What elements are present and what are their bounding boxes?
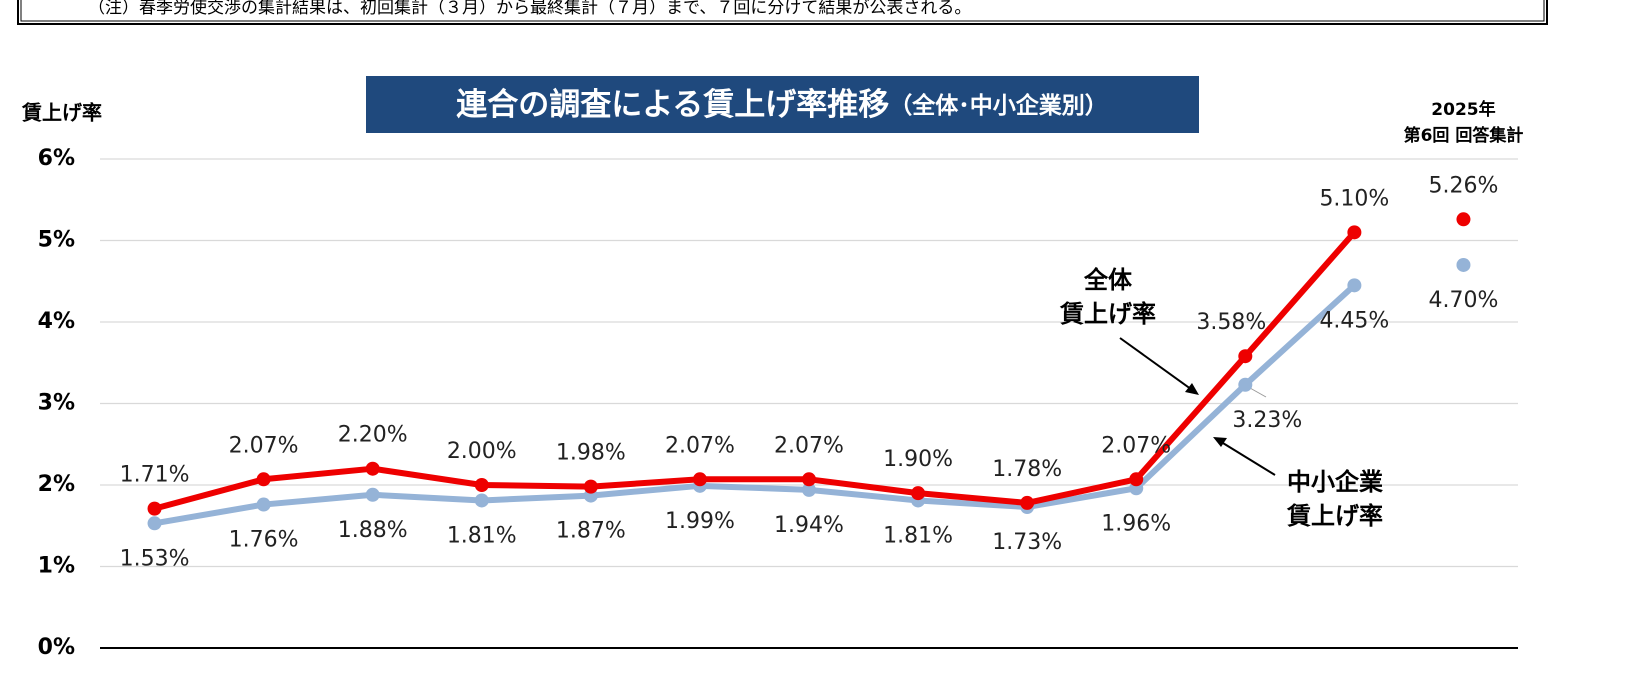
note-box-inner [20,0,1545,22]
y-tick-label: 3% [38,391,75,416]
point [256,472,271,487]
data-label: 1.73% [992,530,1062,555]
series-line [153,230,1357,512]
data-label: 2.07% [774,433,844,458]
data-label: 3.58% [1196,310,1266,335]
arrow [1217,439,1276,476]
note-box [17,0,1548,25]
point [1238,349,1253,364]
data-label: 1.71% [120,463,190,488]
data-label: 1.94% [774,513,844,538]
point [1347,278,1362,293]
point [1456,257,1471,272]
data-label: 5.26% [1429,173,1499,198]
series-line [154,283,1357,527]
point [474,493,489,508]
y-tick-label: 2% [38,472,75,497]
series-label: 中小企業 賃上げ率 [1287,468,1383,530]
data-label: 1.87% [556,519,626,544]
data-label: 4.70% [1429,288,1499,313]
point [474,478,489,492]
point [365,461,380,476]
data-label: 1.90% [883,447,953,472]
y-tick-label: 6% [38,146,75,171]
arrow-head [1213,437,1227,447]
y-axis-label: 賃上げ率 [21,101,102,125]
leader-line [1249,387,1267,398]
data-label: 1.96% [1101,511,1171,536]
point [1456,212,1471,227]
subtitle-text: （全体･中小企業別） [889,92,1108,119]
y-tick-label: 5% [38,228,75,253]
point [692,472,707,487]
data-label: 2.07% [665,433,735,458]
data-label: 1.76% [229,528,299,553]
chart-title: 連合の調査による賃上げ率推移（全体･中小企業別） [456,87,1108,123]
point [256,497,271,512]
data-label: 2.07% [229,433,299,458]
data-label: 1.81% [883,523,953,548]
data-label: 2.07% [1101,433,1171,458]
point [147,516,162,531]
point [365,487,380,502]
title-box [366,76,1199,133]
data-label: 1.81% [447,523,517,548]
point [1129,472,1144,487]
series-label: 全体 賃上げ率 [1060,266,1156,328]
data-label: 5.10% [1319,186,1389,211]
y-tick-label: 0% [38,635,75,660]
arrow-head [1185,383,1199,395]
data-label: 2.00% [447,439,517,464]
x-tick-label: 2025年 第6回 回答集計 [1403,100,1524,146]
data-label: 4.45% [1319,308,1389,333]
note: （注）春季労使交渉の集計結果は、初回集計（３月）から最終集計（７月）まで、７回に… [88,0,971,18]
arrow [1119,337,1196,393]
data-label: 3.23% [1232,408,1302,433]
title-text: 連合の調査による賃上げ率推移 [456,87,889,123]
data-label: 1.98% [556,441,626,466]
y-tick-label: 4% [38,309,75,334]
point [911,486,926,501]
point [1238,377,1253,392]
data-label: 1.99% [665,509,735,534]
y-tick-label: 1% [38,554,75,579]
point [802,472,816,487]
point [147,501,162,516]
point [1347,225,1362,240]
data-label: 1.88% [338,518,408,543]
data-label: 2.20% [338,423,408,448]
data-label: 1.78% [992,457,1062,482]
point [583,479,598,494]
point [1020,495,1035,510]
data-label: 1.53% [120,546,190,571]
point [802,482,816,497]
